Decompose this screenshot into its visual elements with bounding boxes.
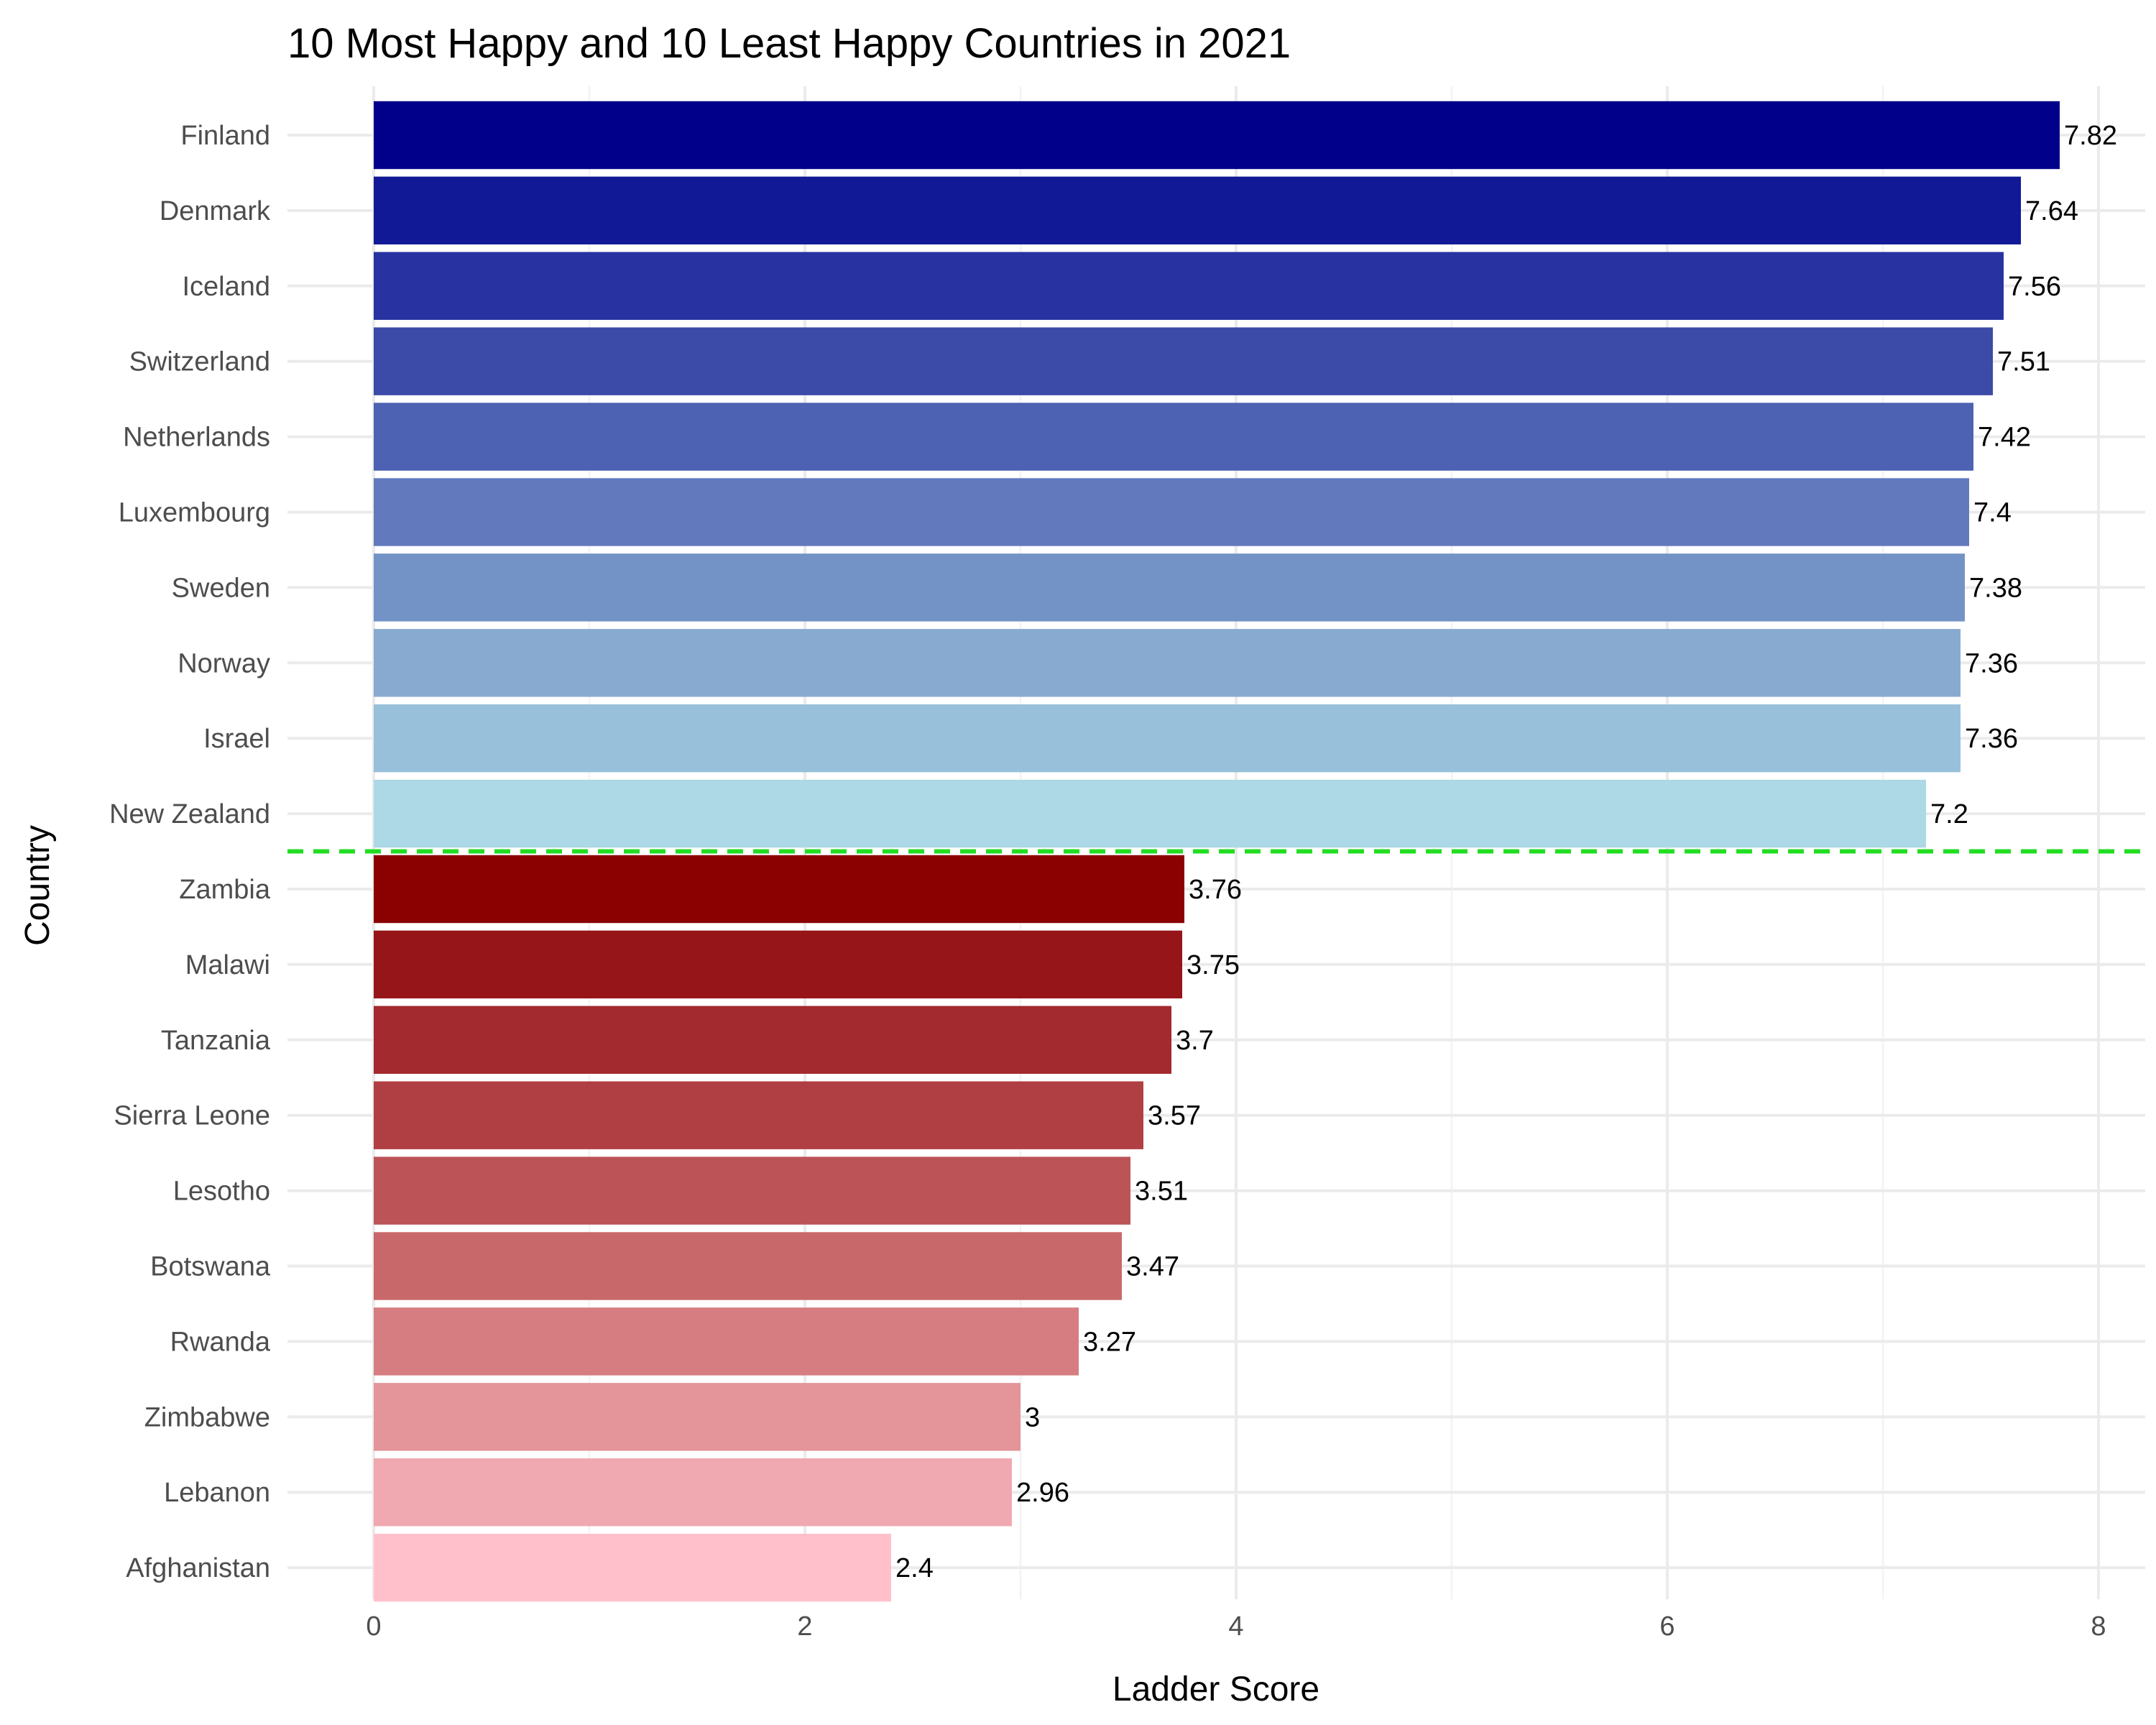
y-tick-label: Norway: [178, 648, 270, 678]
y-tick-label: Lebanon: [164, 1478, 270, 1508]
x-tick-label: 6: [1659, 1611, 1674, 1642]
bar: [374, 402, 1973, 471]
bar: [374, 1383, 1021, 1451]
data-label: 7.38: [1969, 573, 2022, 603]
bar: [374, 553, 1965, 622]
data-label: 7.82: [2064, 121, 2117, 151]
data-labels: 7.82 7.64 7.56 7.51 7.42 7.4 7.38 7.36 7.36 7.2 3.…: [895, 121, 2117, 1583]
chart-title: 10 Most Happy and 10 Least Happy Countri…: [287, 20, 1291, 67]
y-tick-label: Israel: [203, 724, 270, 754]
y-axis-tick-labels: Finland Denmark Iceland Switzerland Netherla…: [109, 121, 271, 1583]
bar: [374, 1081, 1143, 1149]
data-label: 3.75: [1187, 950, 1240, 980]
data-label: 7.36: [1965, 648, 2018, 678]
y-tick-label: Netherlands: [123, 423, 270, 453]
y-tick-label: Rwanda: [170, 1327, 271, 1357]
bar: [374, 1307, 1079, 1376]
bar: [374, 855, 1184, 924]
data-label: 7.56: [2008, 272, 2061, 302]
data-label: 2.4: [895, 1553, 934, 1583]
data-label: 7.2: [1930, 799, 1968, 829]
y-tick-label: Iceland: [182, 272, 270, 302]
bar: [374, 1533, 891, 1602]
data-label: 3.7: [1176, 1026, 1214, 1056]
bar: [374, 930, 1182, 999]
data-label: 7.51: [1997, 347, 2050, 377]
bar: [374, 1458, 1012, 1527]
data-label: 7.36: [1965, 724, 2018, 754]
y-tick-label: Lesotho: [173, 1177, 270, 1207]
y-tick-label: Sierra Leone: [114, 1101, 270, 1131]
data-label: 7.42: [1978, 423, 2031, 453]
bar: [374, 327, 1993, 395]
y-tick-label: Sweden: [172, 573, 270, 603]
y-tick-label: Tanzania: [161, 1026, 271, 1056]
bar: [374, 704, 1961, 773]
data-label: 3.76: [1189, 875, 1242, 905]
data-label: 7.4: [1973, 498, 2012, 528]
bar: [374, 1006, 1171, 1075]
bar: [374, 1156, 1130, 1225]
data-label: 3.51: [1135, 1177, 1188, 1207]
bar: [374, 779, 1926, 848]
bar: [374, 478, 1969, 546]
data-label: 3.27: [1083, 1327, 1136, 1357]
x-axis-tick-labels: 0 2 4 6 8: [366, 1611, 2106, 1642]
x-axis-title: Ladder Score: [1112, 1670, 1319, 1708]
bars: [374, 101, 2060, 1602]
bar: [374, 629, 1961, 697]
bar: [374, 1232, 1122, 1300]
y-tick-label: Malawi: [185, 950, 270, 980]
y-tick-label: Afghanistan: [126, 1553, 270, 1583]
y-tick-label: Botswana: [150, 1252, 271, 1282]
data-label: 7.64: [2025, 196, 2078, 226]
bar: [374, 176, 2021, 245]
data-label: 2.96: [1016, 1478, 1069, 1508]
y-tick-label: Finland: [180, 121, 270, 151]
y-tick-label: Denmark: [160, 196, 271, 226]
x-tick-label: 0: [366, 1611, 381, 1642]
data-label: 3.57: [1148, 1101, 1201, 1131]
y-axis-title: Country: [19, 825, 57, 946]
y-tick-label: Luxembourg: [119, 498, 270, 528]
y-tick-label: New Zealand: [109, 799, 270, 829]
data-label: 3.47: [1126, 1252, 1179, 1282]
x-tick-label: 2: [797, 1611, 812, 1642]
y-tick-label: Zimbabwe: [144, 1402, 270, 1432]
bar: [374, 101, 2060, 170]
bar: [374, 252, 2004, 321]
y-tick-label: Zambia: [179, 875, 271, 905]
y-tick-label: Switzerland: [129, 347, 270, 377]
x-tick-label: 4: [1228, 1611, 1243, 1642]
x-tick-label: 8: [2091, 1611, 2106, 1642]
data-label: 3: [1025, 1402, 1040, 1432]
